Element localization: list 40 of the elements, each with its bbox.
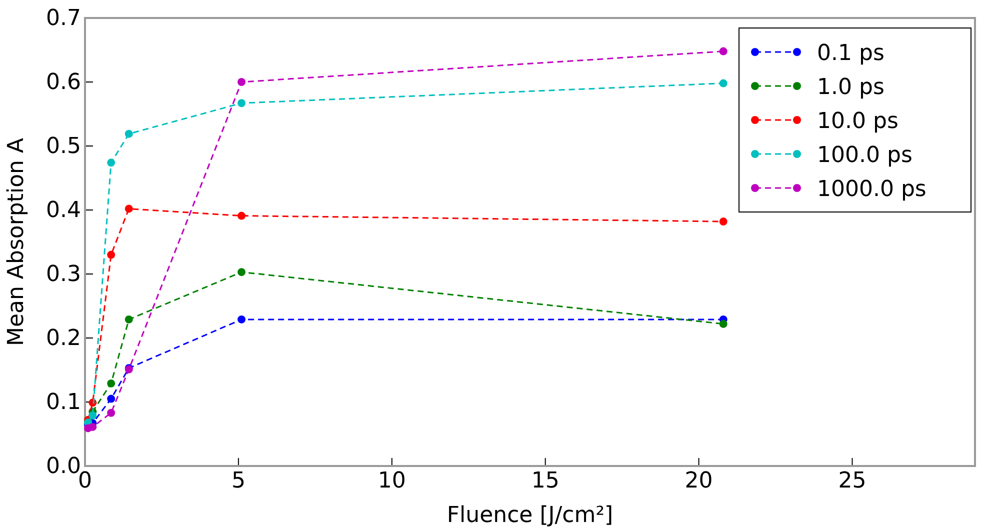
legend-label: 100.0 ps bbox=[817, 143, 912, 168]
y-tick-label: 0.3 bbox=[46, 262, 81, 288]
point bbox=[124, 315, 133, 324]
point bbox=[107, 394, 116, 403]
x-tick-label: 5 bbox=[231, 468, 246, 494]
y-tick-label: 0.2 bbox=[46, 326, 81, 352]
point bbox=[107, 408, 116, 417]
point bbox=[124, 130, 133, 138]
point bbox=[719, 47, 728, 56]
y-tick-label: 0.7 bbox=[46, 6, 81, 32]
y-tick-label: 0.5 bbox=[46, 134, 81, 160]
y-tick-label: 0.6 bbox=[46, 70, 81, 96]
x-tick-label: 15 bbox=[531, 468, 560, 494]
x-tick-label: 10 bbox=[378, 468, 406, 494]
point bbox=[719, 320, 728, 328]
legend-label: 1.0 ps bbox=[817, 75, 884, 100]
x-tick-label: 20 bbox=[684, 468, 713, 494]
y-axis-title: Mean Absorption A bbox=[4, 138, 29, 346]
x-tick-label: 25 bbox=[838, 468, 866, 494]
point bbox=[107, 250, 116, 259]
point bbox=[238, 268, 246, 276]
point bbox=[238, 78, 246, 86]
point bbox=[238, 212, 246, 220]
point bbox=[124, 204, 133, 213]
y-tick-label: 0.4 bbox=[46, 198, 81, 224]
point bbox=[88, 411, 97, 420]
legend-label: 0.1 ps bbox=[817, 41, 884, 66]
y-tick-label: 0.0 bbox=[46, 454, 81, 480]
point bbox=[107, 379, 116, 388]
x-tick-label: 0 bbox=[78, 468, 92, 494]
point bbox=[238, 315, 246, 324]
x-axis-title: Fluence [J/cm²] bbox=[446, 503, 614, 528]
legend-label: 10.0 ps bbox=[817, 109, 898, 134]
point bbox=[238, 99, 246, 108]
point bbox=[719, 79, 728, 88]
point bbox=[107, 158, 116, 167]
y-tick-label: 0.1 bbox=[46, 390, 81, 416]
point bbox=[719, 218, 728, 226]
point bbox=[88, 422, 97, 431]
legend-label: 1000.0 ps bbox=[817, 177, 926, 202]
